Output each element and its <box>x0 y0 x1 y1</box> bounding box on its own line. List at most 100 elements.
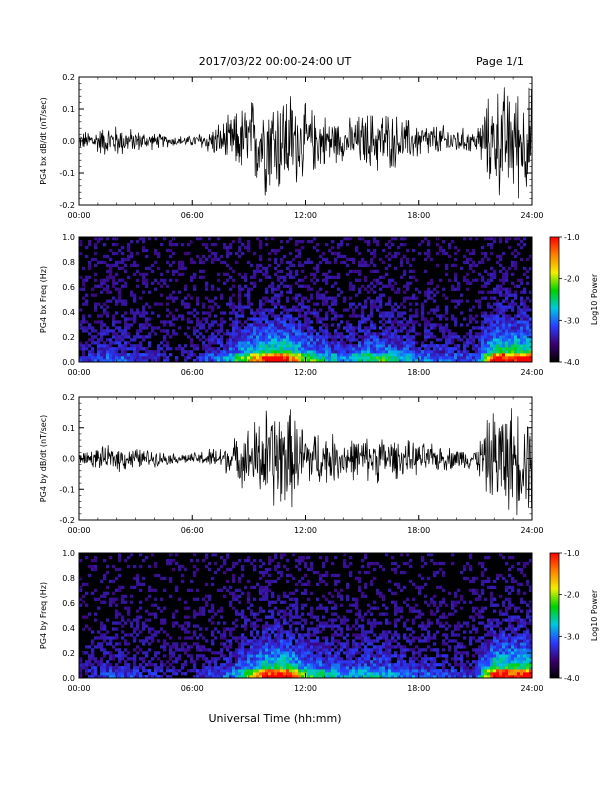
heatmap-cell <box>109 299 113 303</box>
heatmap-cell <box>274 326 278 330</box>
heatmap-cell <box>118 612 122 616</box>
heatmap-cell <box>313 666 317 670</box>
heatmap-cell <box>241 567 245 572</box>
heatmap-cell <box>256 630 260 634</box>
heatmap-cell <box>298 278 302 282</box>
heatmap-cell <box>175 356 179 360</box>
heatmap-cell <box>136 651 140 655</box>
heatmap-cell <box>406 320 410 324</box>
heatmap-cell <box>250 621 254 625</box>
heatmap-cell <box>157 347 161 351</box>
heatmap-cell <box>493 269 497 274</box>
heatmap-cell <box>121 624 125 628</box>
heatmap-cell <box>190 645 194 649</box>
heatmap-cell <box>487 332 491 336</box>
heatmap-cell <box>490 320 494 324</box>
heatmap-cell <box>253 564 257 569</box>
heatmap-cell <box>136 269 140 274</box>
heatmap-cell <box>160 284 164 288</box>
heatmap-cell <box>118 260 122 265</box>
heatmap-cell <box>103 558 107 563</box>
heatmap-cell <box>511 347 515 351</box>
heatmap-cell <box>268 666 272 670</box>
heatmap-cell <box>511 353 515 357</box>
heatmap-cell <box>100 284 104 288</box>
heatmap-cell <box>343 645 347 649</box>
heatmap-cell <box>280 335 284 339</box>
heatmap-cell <box>301 305 305 309</box>
heatmap-cell <box>349 338 353 342</box>
heatmap-cell <box>223 350 227 354</box>
heatmap-cell <box>484 284 488 288</box>
heatmap-cell <box>157 630 161 634</box>
heatmap-cell <box>115 615 119 619</box>
heatmap-cell <box>523 266 527 271</box>
heatmap-cell <box>226 254 230 259</box>
heatmap-cell <box>229 296 233 300</box>
heatmap-cell <box>130 353 134 357</box>
heatmap-cell <box>292 645 296 649</box>
heatmap-cell <box>220 666 224 670</box>
heatmap-cell <box>160 645 164 649</box>
heatmap-cell <box>451 332 455 336</box>
heatmap-cell <box>295 326 299 330</box>
heatmap-cell <box>88 356 92 360</box>
heatmap-cell <box>91 666 95 670</box>
heatmap-cell <box>484 338 488 342</box>
heatmap-cell <box>295 341 299 345</box>
heatmap-cell <box>334 332 338 336</box>
heatmap-cell <box>490 326 494 330</box>
heatmap-cell <box>235 344 239 348</box>
heatmap-cell <box>295 609 299 613</box>
heatmap-cell <box>229 639 233 643</box>
heatmap-cell <box>172 615 176 619</box>
heatmap-cell <box>106 564 110 569</box>
heatmap-cell <box>223 645 227 649</box>
heatmap-cell <box>289 573 293 578</box>
heatmap-cell <box>271 281 275 285</box>
heatmap-cell <box>388 284 392 288</box>
heatmap-cell <box>118 675 122 679</box>
heatmap-cell <box>145 353 149 357</box>
heatmap-cell <box>367 341 371 345</box>
heatmap-cell <box>277 317 281 321</box>
heatmap-cell <box>319 338 323 342</box>
heatmap-cell <box>259 239 263 244</box>
heatmap-cell <box>340 350 344 354</box>
heatmap-cell <box>169 645 173 649</box>
heatmap-cell <box>208 299 212 303</box>
heatmap-cell <box>244 621 248 625</box>
heatmap-cell <box>304 654 308 658</box>
heatmap-cell <box>199 675 203 679</box>
heatmap-cell <box>250 609 254 613</box>
heatmap-cell <box>289 290 293 294</box>
heatmap-cell <box>82 663 86 667</box>
heatmap-cell <box>106 284 110 288</box>
heatmap-cell <box>199 326 203 330</box>
heatmap-cell <box>382 356 386 360</box>
heatmap-cell <box>508 356 512 360</box>
heatmap-cell <box>496 320 500 324</box>
heatmap-cell <box>370 281 374 285</box>
heatmap-cell <box>208 311 212 315</box>
heatmap-cell <box>319 648 323 652</box>
heatmap-cell <box>457 356 461 360</box>
heatmap-cell <box>115 603 119 607</box>
heatmap-cell <box>223 347 227 351</box>
heatmap-cell <box>187 317 191 321</box>
heatmap-cell <box>109 639 113 643</box>
heatmap-cell <box>361 284 365 288</box>
heatmap-cell <box>238 594 242 598</box>
heatmap-cell <box>412 329 416 333</box>
heatmap-cell <box>133 272 137 276</box>
heatmap-cell <box>499 263 503 268</box>
heatmap-cell <box>262 594 266 598</box>
heatmap-cell <box>214 561 218 566</box>
heatmap-cell <box>136 329 140 333</box>
heatmap-cell <box>283 615 287 619</box>
heatmap-cell <box>307 347 311 351</box>
heatmap-cell <box>142 335 146 339</box>
heatmap-cell <box>298 326 302 330</box>
heatmap-cell <box>100 320 104 324</box>
heatmap-cell <box>313 308 317 312</box>
